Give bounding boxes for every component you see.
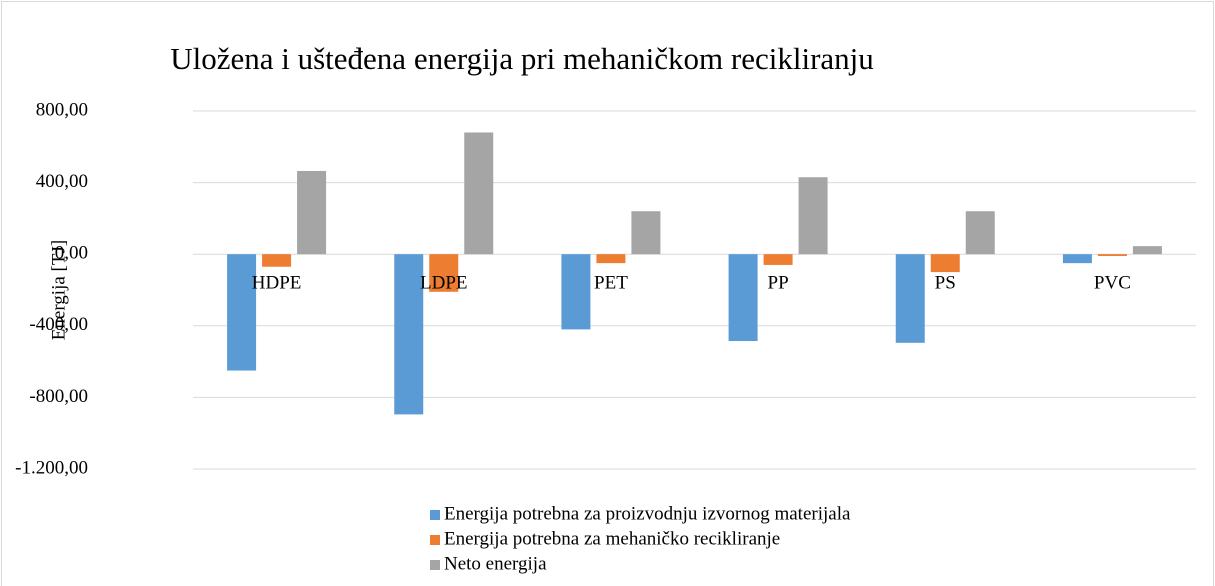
y-tick-label: -800,00 [29,386,88,407]
y-tick-label: -1.200,00 [15,457,88,478]
legend-swatch [430,510,440,520]
bar [631,211,661,255]
bar [728,254,758,342]
x-tick-label: PVC [1094,272,1131,293]
legend-swatch [430,535,440,545]
legend-label: Neto energija [444,553,547,574]
x-tick-label: HDPE [252,272,302,293]
x-tick-label: PS [935,272,956,293]
bar [297,170,327,255]
bar [227,254,257,371]
legend-label: Energija potrebna za mehaničko reciklira… [444,528,780,549]
y-tick-label: 800,00 [36,99,88,120]
bar [1062,254,1092,264]
legend-label: Energija potrebna za proizvodnju izvorno… [444,503,851,524]
bar [394,254,424,415]
bar [464,132,494,255]
bar [798,177,828,255]
x-tick-label: PP [768,272,789,293]
x-tick-label: PET [594,272,628,293]
bar [561,254,591,330]
y-axis-title: Energija [TJ] [48,240,69,340]
bar [596,254,626,264]
bar [965,211,995,255]
x-tick-label: LDPE [420,272,468,293]
bar [763,254,793,265]
bar [429,254,459,292]
bar [1097,254,1127,256]
bar [895,254,925,343]
chart-title: Uložena i ušteđena energija pri mehaničk… [170,41,874,76]
bar [262,254,292,267]
bar [1132,246,1162,255]
y-tick-label: 0,00 [55,243,88,264]
y-tick-label: 400,00 [36,171,88,192]
bar [930,254,960,273]
y-tick-label: -400,00 [29,314,88,335]
legend-swatch [430,560,440,570]
